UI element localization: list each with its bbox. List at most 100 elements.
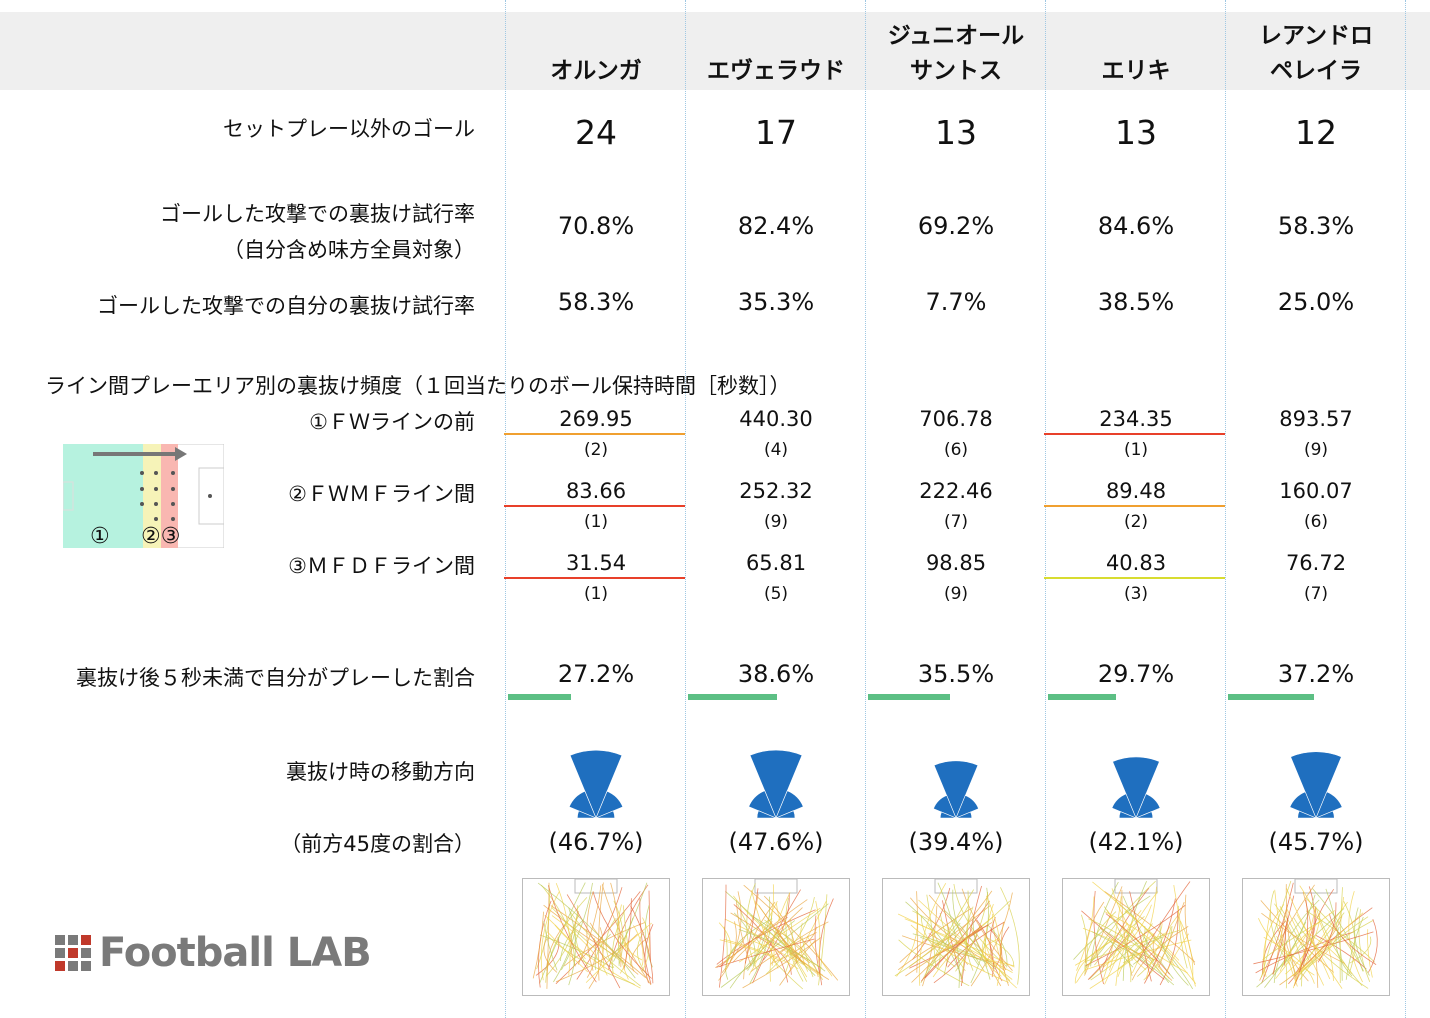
run-trajectory [546, 882, 550, 989]
play-within5-bar [1228, 694, 1314, 700]
fw-mf-value: 83.66 [565, 479, 627, 503]
footballlab-logo: Football LAB [55, 930, 372, 976]
run-trajectory [577, 885, 602, 965]
run-trajectory [1084, 886, 1123, 976]
direction-sector [955, 795, 979, 819]
run-trajectory [1335, 926, 1353, 977]
run-trajectory [920, 915, 956, 968]
run-trajectory [920, 889, 975, 984]
player-name-line2: オルンガ [550, 58, 642, 84]
run-trajectory [535, 937, 560, 976]
run-trajectory [724, 918, 824, 976]
run-trajectory [1137, 881, 1191, 963]
run-trajectory [909, 928, 983, 969]
direction-sector [595, 810, 616, 819]
penalty-box-outline [574, 879, 618, 894]
own-run-rate-value: 35.3% [737, 288, 815, 316]
direction-sector [775, 790, 804, 819]
goals-value: 13 [935, 113, 977, 152]
run-trajectory [1293, 917, 1369, 989]
run-trajectory [1132, 936, 1148, 965]
run-trajectory [1274, 889, 1298, 987]
direction-fan-chart [1111, 756, 1161, 819]
forward45-value: (42.1%) [1088, 828, 1184, 856]
run-trajectory [785, 898, 804, 982]
run-trajectory [1292, 907, 1316, 989]
run-trajectory [1301, 912, 1345, 965]
run-trajectory [555, 882, 571, 976]
run-trajectory [1263, 909, 1271, 977]
run-trajectory [1279, 910, 1335, 972]
mf-df-rank: (7) [1303, 584, 1329, 604]
run-trajectory [912, 933, 979, 960]
run-trajectory [1273, 899, 1320, 984]
run-trajectory [601, 884, 652, 986]
run-trajectory [566, 894, 621, 989]
direction-sector [756, 810, 777, 819]
run-trajectory [924, 900, 990, 979]
run-trajectory [733, 904, 789, 983]
run-trajectory [944, 909, 991, 980]
team-run-rate-value: 70.8% [557, 212, 635, 240]
run-trajectory [568, 907, 576, 986]
run-trajectory [1283, 917, 1288, 966]
run-trajectory [1296, 914, 1331, 980]
label-forward45: （前方45度の割合） [280, 832, 475, 856]
run-trajectory [1367, 929, 1373, 978]
run-trajectory [899, 907, 972, 963]
rank-highlight-line [504, 433, 685, 435]
run-trajectory [545, 897, 588, 983]
run-trajectory [1173, 885, 1196, 987]
run-trajectory [1131, 936, 1164, 961]
run-trajectory [920, 925, 983, 982]
run-trajectory [585, 922, 652, 983]
direction-fan [506, 748, 686, 828]
run-trajectory [932, 916, 994, 978]
run-trajectory [1299, 916, 1369, 981]
label-mf-df: ③ＭＦＤＦライン間 [288, 554, 475, 578]
run-trajectory [1117, 933, 1155, 978]
direction-sector [933, 760, 979, 819]
player-name-line2: ペレイラ [1270, 58, 1362, 84]
run-trajectory [648, 890, 651, 961]
play-within5-value: 35.5% [917, 660, 995, 688]
rank-highlight-line [504, 577, 685, 579]
run-trajectory [1276, 935, 1298, 980]
fw-mf-rank: (9) [763, 512, 789, 532]
run-trajectory [548, 885, 597, 983]
run-trajectory [1090, 881, 1119, 967]
run-trajectory [721, 893, 759, 974]
run-trajectory [1085, 930, 1180, 962]
run-trajectory [735, 900, 752, 967]
run-trajectory [1300, 912, 1364, 974]
run-trajectory [1090, 923, 1153, 981]
run-trajectory [1085, 904, 1186, 966]
run-trajectory [911, 890, 993, 983]
run-trajectory [747, 896, 771, 971]
run-trajectory [1111, 888, 1170, 979]
run-trajectory [801, 936, 814, 978]
run-trajectory [926, 894, 937, 967]
run-trajectory [553, 931, 576, 983]
zone-1-mark: ① [90, 524, 110, 549]
fw-mf-value: 252.32 [739, 479, 813, 503]
fw-front-rank: (1) [1123, 440, 1149, 460]
run-map-panel [1242, 878, 1390, 996]
goals-value: 17 [755, 113, 797, 152]
run-trajectory [1272, 895, 1295, 975]
forward45-value: (39.4%) [908, 828, 1004, 856]
run-trajectory [546, 924, 565, 971]
run-trajectory [981, 938, 1002, 977]
run-trajectory [961, 888, 1013, 971]
column-divider [685, 0, 686, 1018]
fw-mf-rank: (2) [1123, 512, 1149, 532]
run-trajectory [771, 938, 775, 966]
fw-mf-rank: (6) [1303, 512, 1329, 532]
team-run-rate-value: 82.4% [737, 212, 815, 240]
direction-fan-chart [1289, 751, 1343, 819]
mf-df-value: 98.85 [925, 551, 987, 575]
run-trajectory [976, 919, 994, 978]
run-trajectory [896, 911, 918, 977]
run-trajectory [588, 927, 604, 989]
run-trajectory [939, 912, 966, 972]
